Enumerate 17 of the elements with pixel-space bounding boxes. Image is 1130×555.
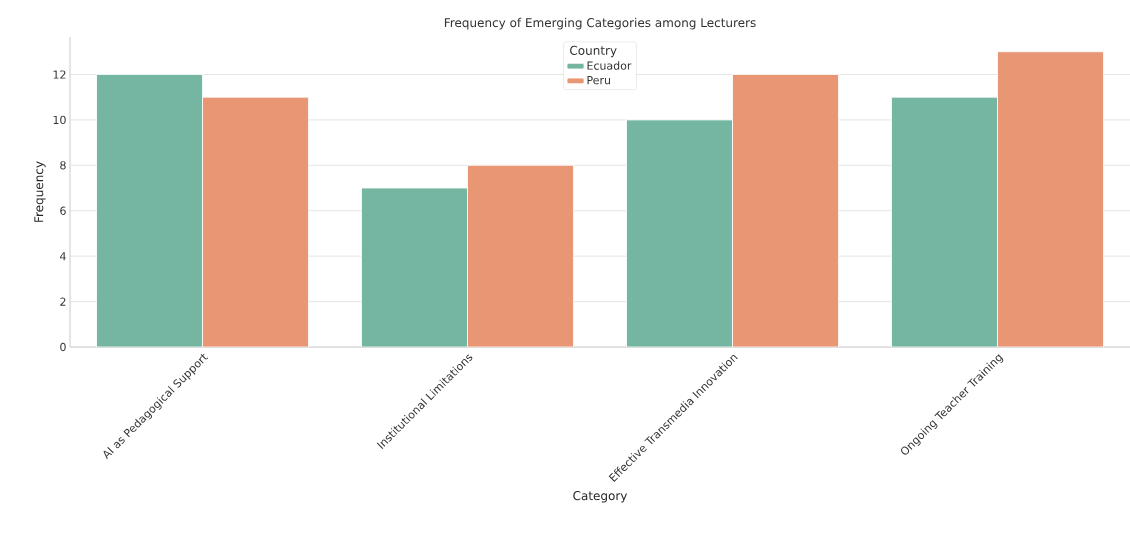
bar <box>96 74 203 347</box>
y-tick-label: 8 <box>60 161 66 170</box>
y-tick-label: 4 <box>60 252 66 261</box>
y-axis-title: Frequency <box>34 161 46 222</box>
bar <box>891 96 998 347</box>
legend-label: Peru <box>587 76 610 85</box>
y-tick-label: 2 <box>60 297 66 306</box>
chart-title: Frequency of Emerging Categories among Lecturers <box>444 17 756 30</box>
y-tick-label: 12 <box>53 70 66 79</box>
legend-title: Country <box>570 45 617 58</box>
bar <box>361 187 468 347</box>
y-tick-label: 6 <box>60 206 66 215</box>
bar <box>626 119 733 347</box>
x-axis-title: Category <box>573 491 628 503</box>
legend-label: Ecuador <box>587 61 632 70</box>
y-tick-label: 0 <box>60 342 66 352</box>
y-tick-label: 10 <box>53 115 66 125</box>
